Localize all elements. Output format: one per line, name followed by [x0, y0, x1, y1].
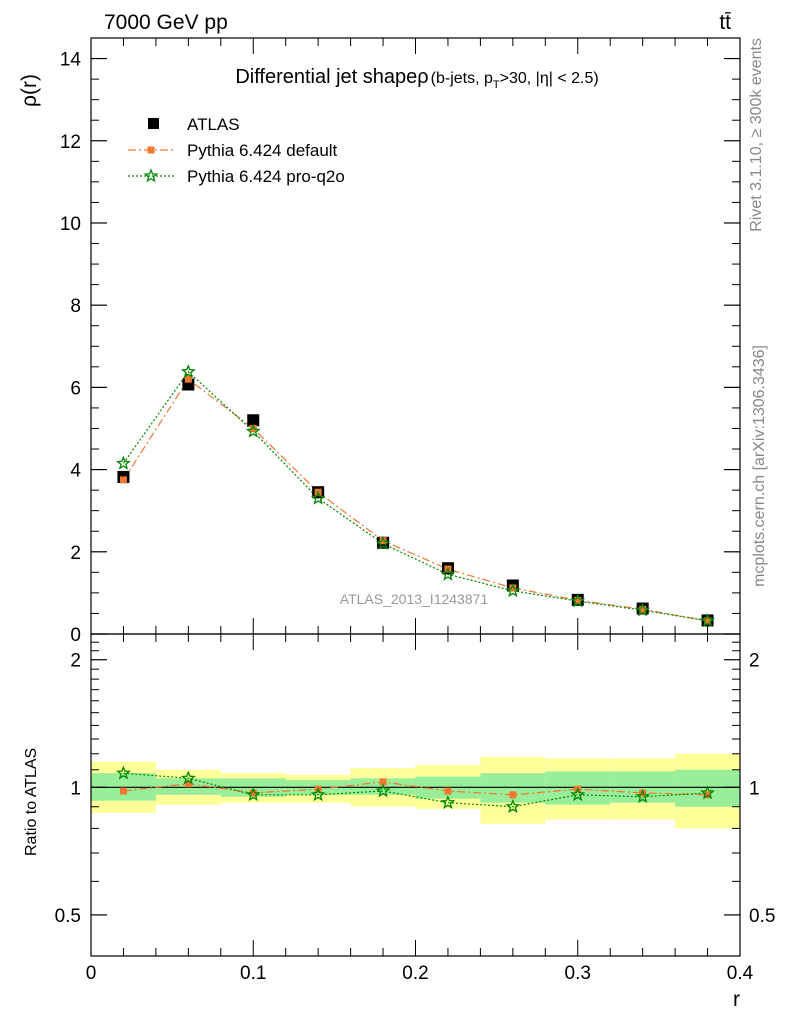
- ratio-point-pythia-default: [184, 780, 192, 788]
- ratio-line-pythia-default: [123, 781, 708, 796]
- legend-entry-atlas: ATLAS: [148, 115, 240, 134]
- ratio-y-tick-label: 2: [70, 651, 81, 672]
- side-label-mcplots: mcplots.cern.ch [arXiv:1306.3436]: [751, 345, 768, 587]
- main-y-tick-label: 2: [70, 543, 81, 564]
- main-axis-ticks: 0 2 4 6 8 10 12 14: [60, 37, 741, 646]
- header-right-label: tt̄: [719, 11, 731, 34]
- data-point-pythia-proq2o: [115, 455, 131, 470]
- ratio-panel: 0.5 0.5 1 1 2 2 0 0.1 0.2 0.3 0.4 Ratio to ATLAS r: [23, 633, 775, 1011]
- data-point-pythia-default: [379, 537, 387, 545]
- data-point-pythia-default: [639, 605, 647, 613]
- data-point-pythia-proq2o: [180, 364, 196, 379]
- ratio-point-pythia-default: [249, 789, 257, 797]
- legend-entry-pythia-proq2o: Pythia 6.424 pro-q2o: [128, 167, 345, 186]
- ratio-y-tick-label: 1: [70, 778, 81, 799]
- series-line-pythia-proq2o: [122, 370, 708, 622]
- legend-marker-pythia-proq2o: [143, 168, 159, 183]
- ratio-point-pythia-default: [444, 787, 452, 795]
- legend-entry-pythia-default: Pythia 6.424 default: [128, 141, 338, 160]
- ratio-point-pythia-proq2o: [180, 770, 196, 785]
- main-title-text: Differential jet shapeρ: [235, 66, 428, 88]
- data-point-pythia-default: [704, 617, 712, 625]
- ratio-point-pythia-proq2o: [375, 783, 391, 798]
- data-point-pythia-proq2o: [245, 423, 261, 438]
- ratio-y-axis-label: Ratio to ATLAS: [23, 748, 40, 856]
- data-point-pythia-proq2o: [635, 602, 651, 617]
- data-point-pythia-default: [574, 596, 582, 604]
- header-left-label: 7000 GeV pp: [104, 11, 228, 34]
- data-point-pythia-default: [509, 584, 517, 592]
- ratio-point-pythia-proq2o: [635, 789, 651, 804]
- main-panel: 0 2 4 6 8 10 12 14 ρ(r) Differential jet shapeρ…: [18, 37, 741, 646]
- main-title-sub-a: (b-jets, p: [431, 70, 493, 87]
- main-y-tick-label: 12: [60, 132, 81, 153]
- data-point-pythia-proq2o: [310, 490, 326, 505]
- data-point-pythia-proq2o: [505, 583, 521, 598]
- ratio-axis-ticks: 0.5 0.5 1 1 2 2 0 0.1 0.2 0.3 0.4: [55, 634, 775, 984]
- x-tick-label: 0.2: [402, 963, 428, 984]
- ratio-series-layer: [115, 765, 716, 814]
- ratio-point-pythia-proq2o: [700, 785, 716, 800]
- x-tick-label: 0.3: [565, 963, 591, 984]
- ratio-point-pythia-proq2o: [245, 787, 261, 802]
- data-point-pythia-default: [249, 424, 257, 432]
- ratio-point-pythia-proq2o: [505, 798, 521, 814]
- main-y-tick-label: 0: [70, 625, 81, 646]
- legend-marker-pythia-default: [147, 146, 155, 154]
- main-title-sub-t: T: [493, 79, 500, 91]
- main-y-tick-label: 4: [70, 461, 81, 482]
- ratio-point-pythia-default: [119, 787, 127, 795]
- legend-label-pythia-default: Pythia 6.424 default: [187, 141, 338, 160]
- series-line-pythia-default: [122, 378, 708, 622]
- ratio-y-tick-label-right: 2: [749, 651, 760, 672]
- ratio-y-tick-label-right: 1: [749, 778, 760, 799]
- analysis-watermark: ATLAS_2013_I1243871: [340, 591, 489, 607]
- legend-marker-atlas: [148, 118, 159, 129]
- main-y-tick-label: 8: [70, 296, 81, 317]
- x-axis-label: r: [733, 988, 740, 1011]
- x-tick-label: 0.1: [240, 963, 266, 984]
- ratio-point-pythia-default: [509, 791, 517, 799]
- data-point-atlas: [247, 414, 260, 427]
- ratio-point-pythia-proq2o: [115, 765, 131, 780]
- main-title: Differential jet shapeρ (b-jets, pT>30, |…: [235, 66, 598, 91]
- data-point-pythia-proq2o: [440, 566, 456, 581]
- ratio-y-tick-label-right: 0.5: [749, 906, 775, 927]
- main-title-sub-b: >30, |η| < 2.5): [500, 70, 599, 87]
- side-label-rivet: Rivet 3.1.10, ≥ 300k events: [748, 38, 765, 232]
- legend-label-atlas: ATLAS: [187, 115, 240, 134]
- legend-star-shape: [143, 168, 159, 183]
- ratio-y-tick-label: 0.5: [55, 906, 81, 927]
- ratio-point-pythia-proq2o: [440, 794, 456, 809]
- main-y-tick-label: 10: [60, 214, 81, 235]
- data-point-pythia-proq2o: [700, 613, 715, 628]
- main-y-axis-label: ρ(r): [18, 74, 41, 107]
- x-tick-label: 0: [86, 963, 97, 984]
- legend-label-pythia-proq2o: Pythia 6.424 pro-q2o: [187, 167, 345, 186]
- data-point-pythia-default: [184, 375, 192, 383]
- main-y-tick-label: 6: [70, 378, 81, 399]
- main-y-tick-label: 14: [60, 50, 82, 71]
- data-point-pythia-proq2o: [375, 535, 391, 550]
- main-series-layer: [115, 364, 715, 628]
- ratio-point-pythia-proq2o: [570, 787, 586, 802]
- ratio-point-pythia-default: [379, 778, 387, 786]
- ratio-point-pythia-proq2o: [310, 787, 326, 802]
- ratio-point-pythia-default: [639, 789, 647, 797]
- data-point-pythia-default: [119, 476, 127, 484]
- x-tick-label: 0.4: [727, 963, 754, 984]
- data-point-pythia-proq2o: [570, 593, 586, 608]
- legend: ATLAS Pythia 6.424 default Pythia 6.424 …: [128, 115, 345, 186]
